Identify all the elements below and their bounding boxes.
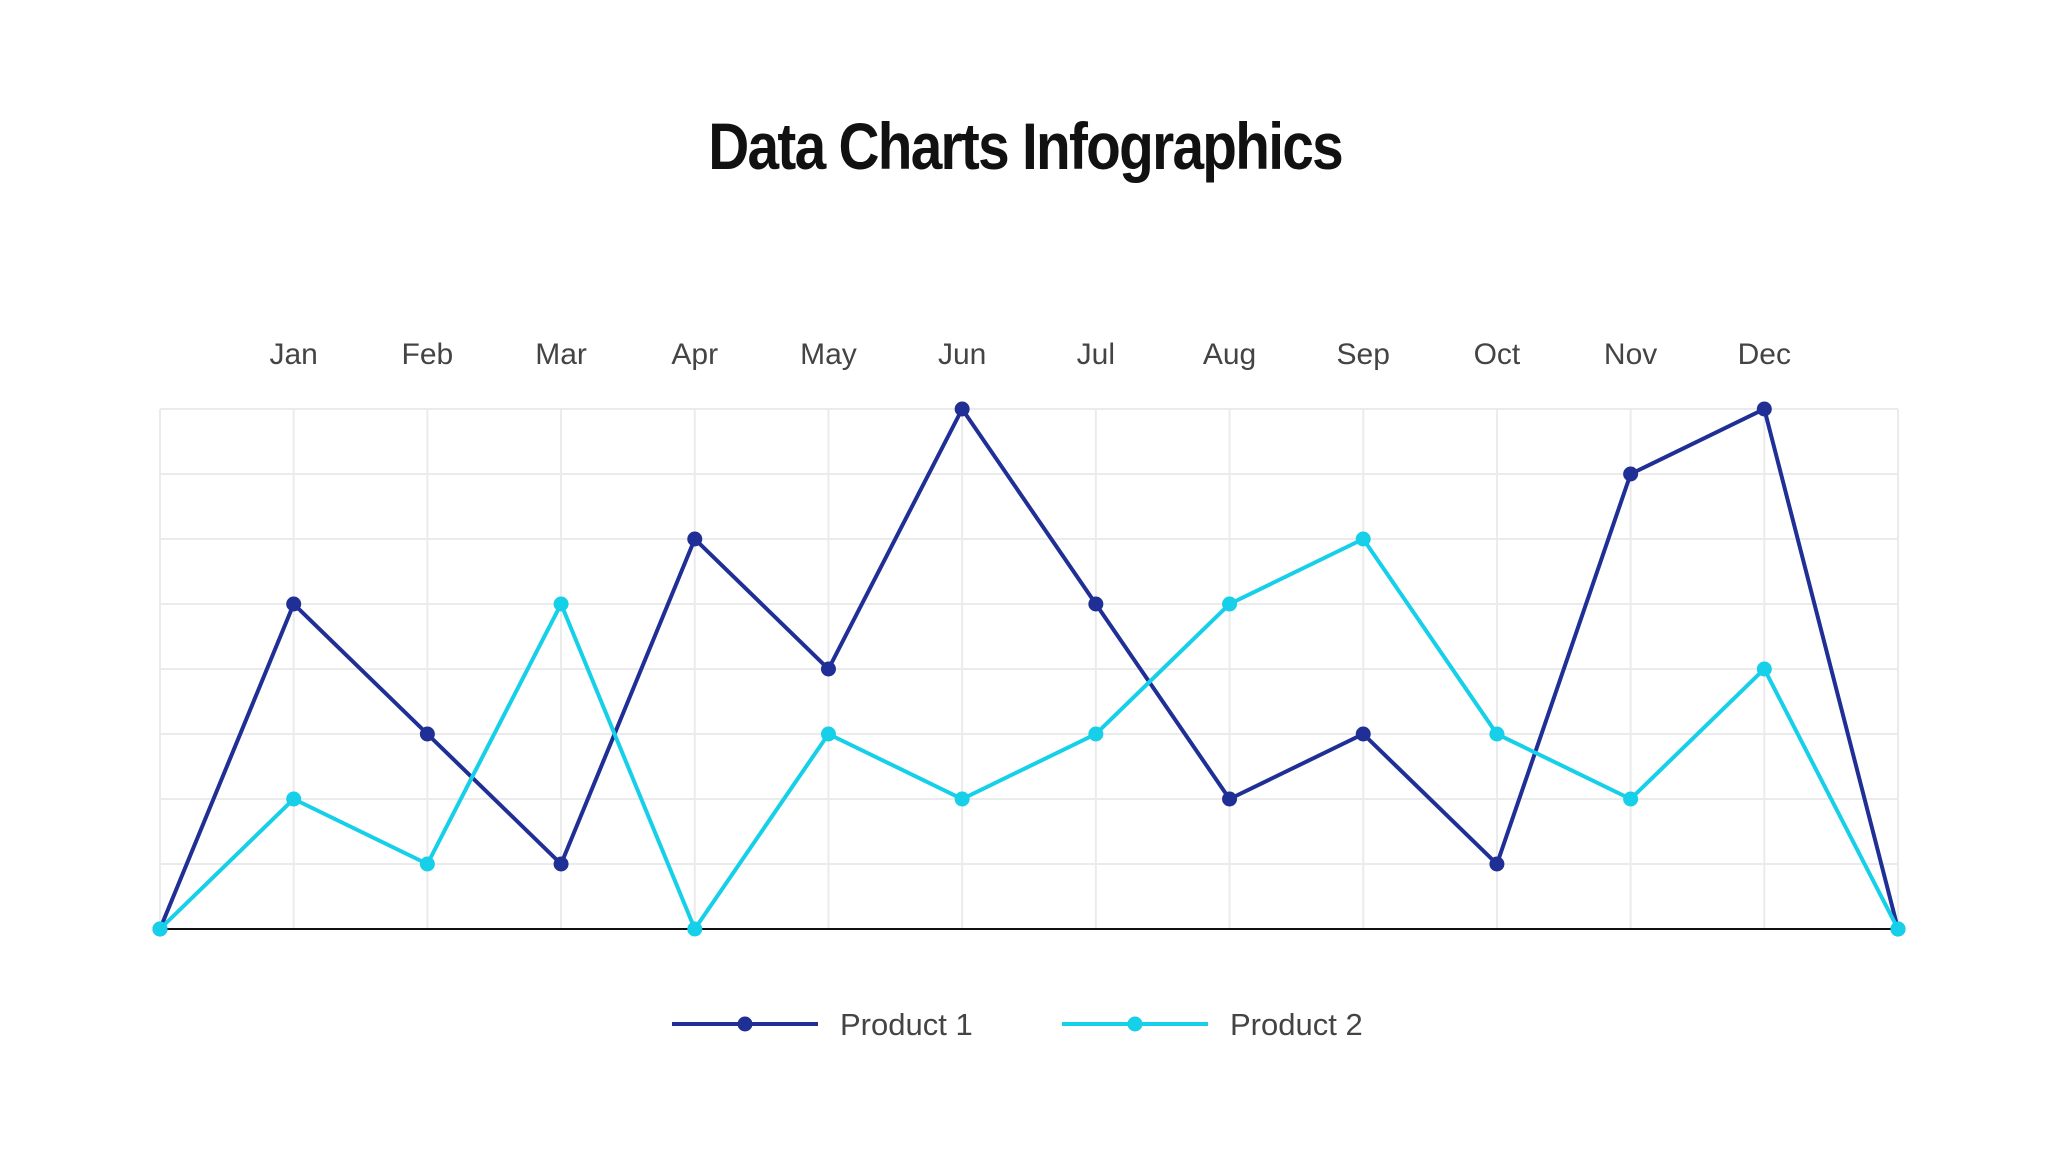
data-point-series-2 [1355, 531, 1371, 547]
data-point-series-1 [553, 856, 569, 872]
data-point-series-1 [1489, 856, 1505, 872]
x-tick-label: Apr [671, 338, 718, 371]
legend-marker-2 [1127, 1016, 1143, 1032]
legend-marker-1 [737, 1016, 753, 1032]
data-point-series-2 [553, 596, 569, 612]
data-point-series-1 [1355, 726, 1371, 742]
data-point-series-1 [1088, 596, 1104, 612]
data-point-series-2 [152, 921, 168, 937]
data-point-series-1 [286, 596, 302, 612]
data-point-series-1 [1756, 401, 1772, 417]
data-point-series-1 [687, 531, 703, 547]
data-point-series-2 [1222, 596, 1238, 612]
x-tick-label: Aug [1203, 338, 1256, 371]
page-title: Data Charts Infographics [708, 109, 1343, 183]
data-point-series-1 [1623, 466, 1639, 482]
legend-label-2: Product 2 [1230, 1007, 1363, 1042]
data-point-series-2 [1890, 921, 1906, 937]
x-tick-label: Jun [938, 338, 986, 371]
x-tick-label: Nov [1604, 338, 1657, 371]
x-tick-label: Jan [270, 338, 318, 371]
data-point-series-2 [687, 921, 703, 937]
x-tick-label: Jul [1077, 338, 1115, 371]
data-point-series-2 [1623, 791, 1639, 807]
data-point-series-2 [1489, 726, 1505, 742]
x-tick-label: Mar [535, 338, 587, 371]
data-point-series-2 [419, 856, 435, 872]
x-tick-label: Feb [402, 338, 454, 371]
x-tick-label: Dec [1738, 338, 1791, 371]
x-tick-label: May [800, 338, 857, 371]
series-line-2 [158, 536, 1900, 934]
data-point-series-1 [954, 401, 970, 417]
data-point-series-1 [419, 726, 435, 742]
data-point-series-1 [1222, 791, 1238, 807]
data-point-series-2 [1088, 726, 1104, 742]
legend-label-1: Product 1 [840, 1007, 973, 1042]
data-point-series-2 [820, 726, 836, 742]
data-point-series-1 [820, 661, 836, 677]
data-point-series-2 [286, 791, 302, 807]
data-point-series-2 [954, 791, 970, 807]
series-line-1 [158, 405, 1900, 930]
x-tick-label: Oct [1474, 338, 1521, 371]
x-tick-label: Sep [1337, 338, 1390, 371]
data-point-series-2 [1756, 661, 1772, 677]
